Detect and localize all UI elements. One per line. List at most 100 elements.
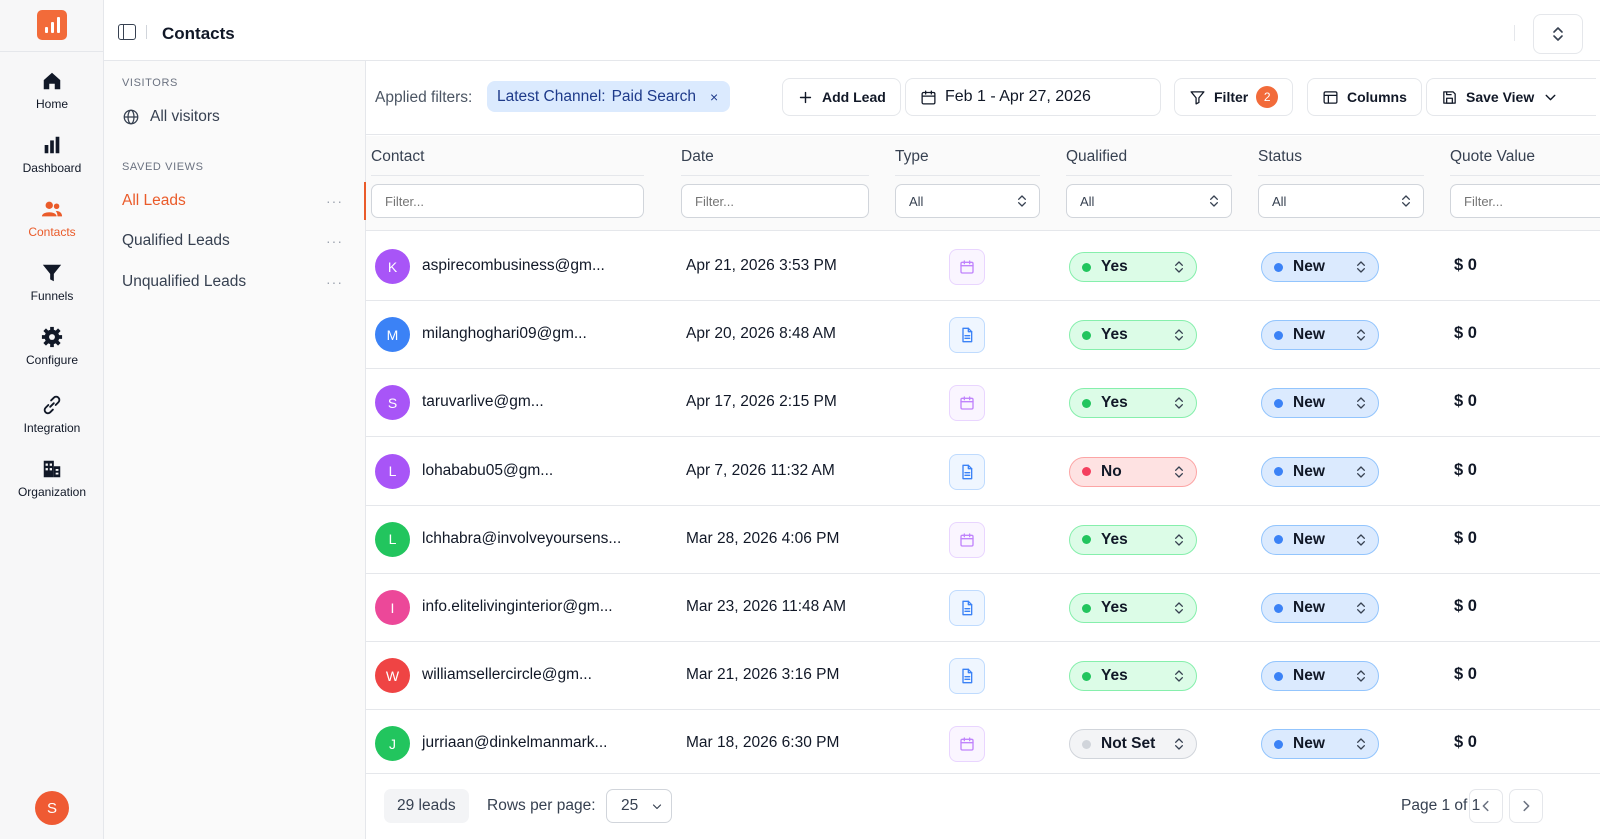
- contact-email[interactable]: williamsellercircle@gm...: [422, 666, 592, 684]
- chevron-up-down-icon: [1357, 465, 1365, 478]
- more-icon[interactable]: ···: [326, 233, 343, 249]
- divider: [146, 25, 147, 39]
- prev-page-button[interactable]: [1469, 789, 1503, 823]
- status-select[interactable]: New: [1261, 252, 1379, 282]
- date-filter-input[interactable]: [681, 184, 869, 218]
- contact-email[interactable]: info.elitelivinginterior@gm...: [422, 598, 613, 615]
- status-select[interactable]: New: [1261, 456, 1379, 487]
- column-header-date[interactable]: Date: [681, 148, 714, 165]
- status-dot: [1274, 398, 1283, 408]
- qualified-select[interactable]: No: [1069, 456, 1197, 487]
- rows-per-page-select[interactable]: 25: [606, 789, 672, 823]
- user-avatar[interactable]: S: [35, 791, 69, 825]
- rail-item-funnels[interactable]: Funnels: [0, 262, 104, 318]
- view-item-unqualified-leads[interactable]: Unqualified Leads ···: [104, 263, 365, 301]
- qualified-select[interactable]: Yes: [1069, 524, 1197, 555]
- qualified-select[interactable]: Yes: [1069, 252, 1197, 282]
- app-logo-icon[interactable]: [37, 10, 67, 40]
- calendar-icon: [960, 737, 974, 752]
- contact-email[interactable]: aspirecombusiness@gm...: [422, 257, 605, 274]
- contact-filter-input[interactable]: [371, 184, 644, 218]
- qualified-select[interactable]: Yes: [1069, 661, 1197, 692]
- save-view-button[interactable]: Save View: [1426, 78, 1596, 116]
- section-label-visitors: VISITORS: [122, 77, 178, 89]
- header-underline: [895, 175, 1040, 176]
- filter-chip[interactable]: Latest Channel: Paid Search ×: [487, 81, 731, 112]
- view-item-qualified-leads[interactable]: Qualified Leads ···: [104, 222, 365, 260]
- rail-item-organization[interactable]: Organization: [0, 458, 104, 514]
- qualified-filter-select[interactable]: All: [1066, 184, 1232, 218]
- funnel-icon: [42, 264, 62, 282]
- contact-avatar: I: [375, 590, 410, 625]
- contact-email[interactable]: lohababu05@gm...: [422, 461, 554, 479]
- type-filter-select[interactable]: All: [895, 184, 1040, 218]
- chevron-up-down-icon: [1018, 195, 1026, 207]
- next-page-button[interactable]: [1509, 789, 1543, 823]
- table-footer: 29 leads Rows per page: 25 Page 1 of 1: [366, 773, 1600, 839]
- status-value: New: [1293, 530, 1325, 548]
- view-item-label: Qualified Leads: [122, 232, 230, 249]
- rail-item-configure[interactable]: Configure: [0, 326, 104, 382]
- building-icon: [43, 460, 61, 478]
- contact-avatar: K: [375, 249, 410, 284]
- column-header-type[interactable]: Type: [895, 148, 929, 165]
- qualified-select[interactable]: Yes: [1069, 388, 1197, 419]
- filter-count-badge: 2: [1256, 86, 1279, 108]
- status-select[interactable]: New: [1261, 320, 1379, 351]
- contact-email[interactable]: milanghoghari09@gm...: [422, 325, 587, 343]
- status-filter-select[interactable]: All: [1258, 184, 1424, 218]
- lead-date: Mar 21, 2026 3:16 PM: [686, 666, 840, 684]
- chevron-up-down-icon: [1175, 465, 1183, 478]
- view-item-all-leads[interactable]: All Leads ···: [104, 182, 366, 220]
- expand-button[interactable]: [1533, 14, 1583, 54]
- column-header-status[interactable]: Status: [1258, 148, 1302, 165]
- page-title: Contacts: [162, 24, 235, 43]
- date-range-picker[interactable]: Feb 1 - Apr 27, 2026: [905, 78, 1161, 116]
- header-underline: [681, 175, 869, 176]
- status-dot: [1082, 330, 1091, 340]
- status-select[interactable]: New: [1261, 661, 1379, 692]
- more-icon[interactable]: ···: [326, 274, 343, 290]
- rail-item-home[interactable]: Home: [0, 70, 104, 126]
- rail-item-dashboard[interactable]: Dashboard: [0, 134, 104, 190]
- status-select[interactable]: New: [1261, 524, 1379, 555]
- view-item-all-visitors[interactable]: All visitors: [104, 98, 365, 136]
- app-rail: Home Dashboard Contacts Funnels Configur…: [0, 0, 104, 839]
- qualified-select[interactable]: Not Set: [1069, 729, 1197, 760]
- sidebar-toggle-icon[interactable]: [118, 24, 136, 40]
- filter-button[interactable]: Filter 2: [1174, 78, 1294, 116]
- divider: [1514, 25, 1515, 41]
- columns-button[interactable]: Columns: [1307, 78, 1422, 116]
- calendar-icon: [960, 533, 974, 547]
- quote-value: $ 0: [1454, 324, 1477, 343]
- contact-email[interactable]: jurriaan@dinkelmanmark...: [422, 734, 608, 752]
- rows-per-page-label: Rows per page:: [487, 797, 596, 814]
- contact-email[interactable]: taruvarlive@gm...: [422, 393, 544, 411]
- rail-item-contacts[interactable]: Contacts: [0, 198, 104, 254]
- qualified-select[interactable]: Yes: [1069, 593, 1197, 623]
- status-select[interactable]: New: [1261, 388, 1379, 419]
- more-icon[interactable]: ···: [326, 193, 343, 209]
- contact-avatar: L: [375, 521, 410, 557]
- column-header-qualified[interactable]: Qualified: [1066, 148, 1128, 165]
- column-header-contact[interactable]: Contact: [371, 148, 425, 165]
- chevron-down-icon: [652, 804, 662, 810]
- column-header-quote-value[interactable]: Quote Value: [1450, 148, 1536, 165]
- status-select[interactable]: New: [1261, 593, 1379, 623]
- qualified-select[interactable]: Yes: [1069, 320, 1197, 351]
- add-lead-button[interactable]: Add Lead: [782, 78, 901, 116]
- close-icon[interactable]: ×: [710, 88, 719, 105]
- quote-filter-input[interactable]: [1450, 184, 1600, 218]
- contact-avatar: W: [375, 658, 410, 694]
- contact-email[interactable]: lchhabra@involveyoursens...: [422, 529, 622, 547]
- status-select[interactable]: New: [1261, 729, 1379, 760]
- rail-item-integration[interactable]: Integration: [0, 394, 104, 450]
